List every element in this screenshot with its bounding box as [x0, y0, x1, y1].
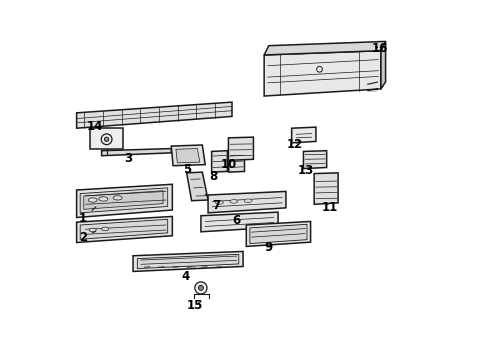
Text: 10: 10 [220, 158, 236, 171]
Polygon shape [264, 41, 385, 55]
Polygon shape [313, 173, 337, 204]
Polygon shape [249, 224, 306, 244]
Polygon shape [380, 41, 385, 89]
Text: 6: 6 [232, 210, 241, 226]
Text: 16: 16 [371, 42, 387, 55]
Circle shape [198, 285, 203, 291]
Ellipse shape [102, 227, 108, 231]
Text: 4: 4 [181, 267, 194, 283]
Ellipse shape [88, 198, 97, 202]
Ellipse shape [244, 199, 251, 203]
Polygon shape [228, 151, 244, 172]
Polygon shape [77, 216, 172, 243]
Circle shape [194, 282, 206, 294]
Polygon shape [291, 127, 315, 143]
Text: 2: 2 [79, 231, 95, 244]
Text: 9: 9 [264, 241, 272, 255]
Text: 7: 7 [205, 194, 220, 212]
Polygon shape [102, 149, 171, 156]
Polygon shape [80, 188, 167, 213]
Polygon shape [80, 219, 167, 239]
Text: 5: 5 [183, 163, 191, 176]
Polygon shape [264, 51, 380, 96]
Circle shape [101, 134, 112, 145]
Circle shape [104, 137, 108, 141]
Text: 15: 15 [186, 299, 203, 312]
Polygon shape [171, 145, 205, 166]
Polygon shape [77, 102, 231, 128]
Ellipse shape [99, 197, 108, 201]
Circle shape [316, 66, 322, 72]
Ellipse shape [229, 200, 237, 203]
Polygon shape [186, 172, 207, 201]
Ellipse shape [215, 201, 223, 204]
Text: 14: 14 [87, 120, 103, 133]
Polygon shape [137, 254, 238, 269]
Polygon shape [228, 137, 253, 160]
Polygon shape [90, 128, 123, 149]
Text: 11: 11 [321, 201, 337, 213]
Polygon shape [211, 151, 227, 172]
Polygon shape [133, 251, 243, 271]
Polygon shape [303, 151, 326, 168]
Text: 1: 1 [79, 207, 96, 225]
Polygon shape [83, 191, 163, 209]
Text: 13: 13 [297, 164, 313, 177]
Text: 3: 3 [124, 152, 132, 165]
Polygon shape [176, 149, 200, 163]
Ellipse shape [89, 228, 96, 232]
Polygon shape [207, 192, 285, 213]
Polygon shape [201, 212, 278, 232]
Text: 8: 8 [208, 170, 217, 183]
Ellipse shape [113, 196, 122, 200]
Polygon shape [246, 221, 310, 247]
Polygon shape [77, 184, 172, 217]
Text: 12: 12 [286, 139, 302, 152]
